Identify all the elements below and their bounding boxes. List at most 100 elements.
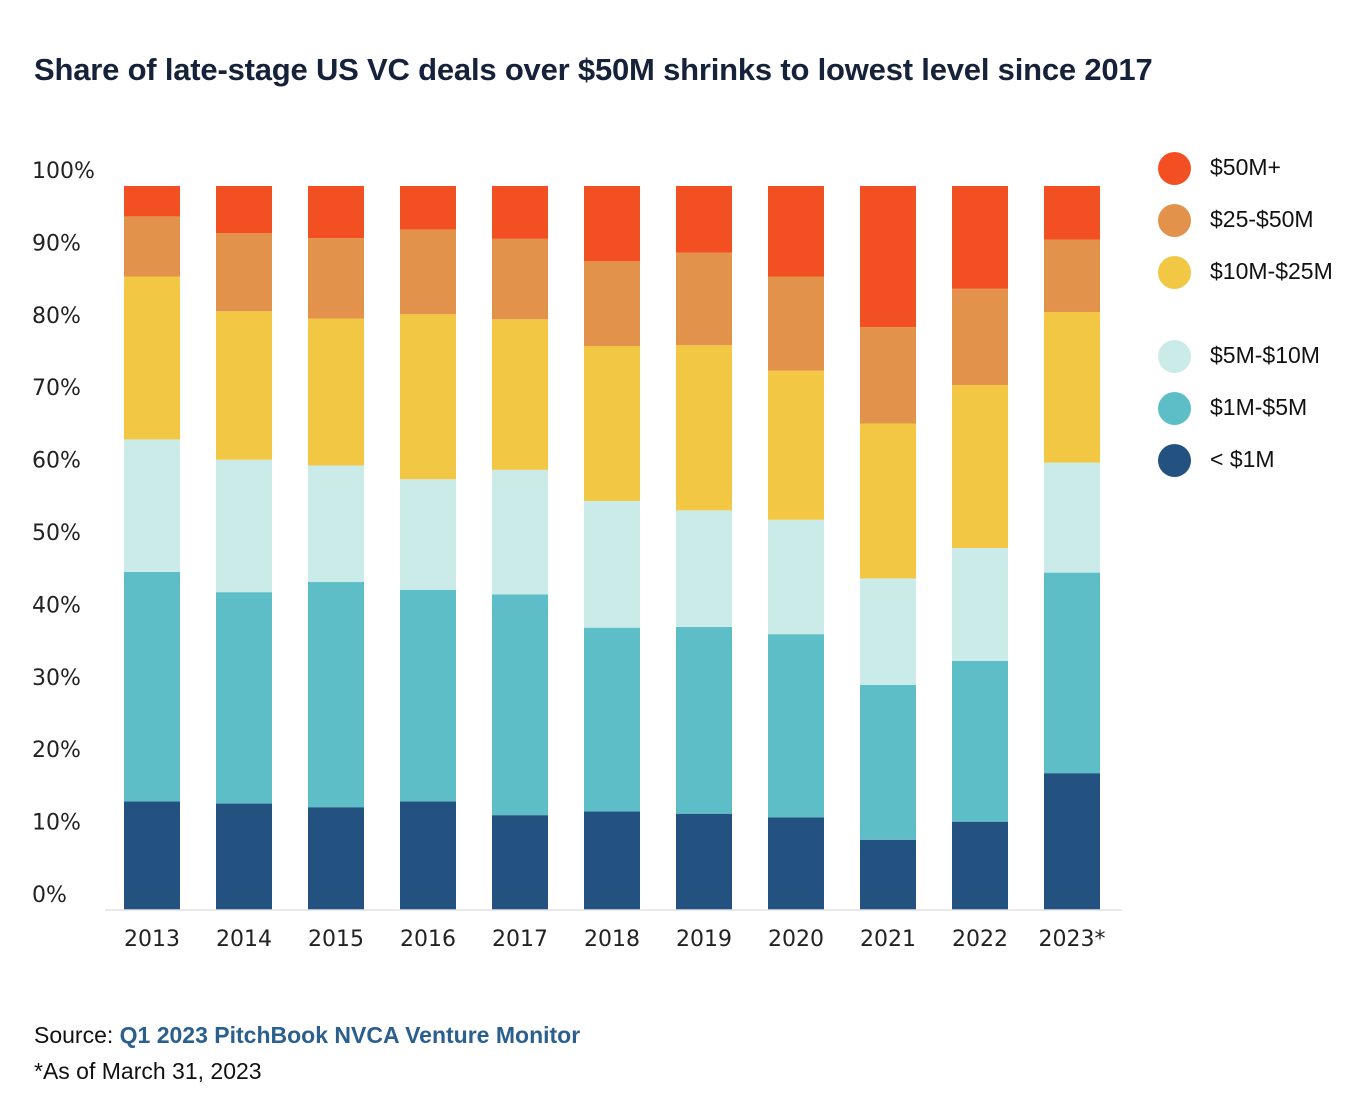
legend-item-5-10m[interactable]: $5M-$10M — [1158, 340, 1340, 373]
bar-segment[interactable] — [308, 807, 364, 910]
bar-segment[interactable] — [676, 186, 732, 253]
y-tick-label: 30% — [32, 666, 81, 691]
bar-segment[interactable] — [216, 459, 272, 593]
y-tick-label: 20% — [32, 738, 81, 763]
bar-segment[interactable] — [400, 479, 456, 590]
bar-segment[interactable] — [860, 186, 916, 328]
bar-segment[interactable] — [860, 578, 916, 685]
bar-segment[interactable] — [584, 346, 640, 501]
bar-stack[interactable] — [308, 186, 364, 910]
bar-stack[interactable] — [584, 186, 640, 910]
bar-stack[interactable] — [216, 186, 272, 910]
bar-stacks — [124, 186, 1100, 910]
bar-segment[interactable] — [492, 469, 548, 595]
bar-segment[interactable] — [676, 813, 732, 910]
bar-segment[interactable] — [584, 811, 640, 910]
bar-segment[interactable] — [124, 439, 180, 572]
bar-segment[interactable] — [860, 327, 916, 424]
legend-item-25-50m[interactable]: $25-$50M — [1158, 204, 1340, 237]
bar-segment[interactable] — [768, 519, 824, 635]
bar-segment[interactable] — [216, 803, 272, 910]
bar-segment[interactable] — [308, 238, 364, 319]
x-tick-label: 2016 — [400, 927, 456, 952]
bar-segment[interactable] — [308, 318, 364, 466]
legend-swatch — [1158, 444, 1191, 477]
bar-segment[interactable] — [768, 186, 824, 277]
bar-segment[interactable] — [216, 233, 272, 312]
bar-segment[interactable] — [1044, 311, 1100, 463]
bar-segment[interactable] — [400, 229, 456, 315]
bar-stack[interactable] — [492, 186, 548, 910]
bar-segment[interactable] — [1044, 239, 1100, 312]
x-tick-label: 2022 — [952, 927, 1008, 952]
bar-segment[interactable] — [216, 311, 272, 460]
legend-swatch — [1158, 340, 1191, 373]
bar-stack[interactable] — [860, 186, 916, 910]
bar-segment[interactable] — [584, 261, 640, 347]
bar-segment[interactable] — [400, 801, 456, 910]
bar-segment[interactable] — [124, 571, 180, 802]
bar-segment[interactable] — [584, 500, 640, 628]
bar-segment[interactable] — [492, 594, 548, 816]
bar-segment[interactable] — [952, 821, 1008, 910]
bar-segment[interactable] — [308, 465, 364, 583]
bar-stack[interactable] — [952, 186, 1008, 910]
x-tick-label: 2019 — [676, 927, 732, 952]
bar-segment[interactable] — [124, 186, 180, 217]
bar-segment[interactable] — [492, 238, 548, 320]
legend-item-1-5m[interactable]: $1M-$5M — [1158, 392, 1340, 425]
bar-segment[interactable] — [952, 660, 1008, 822]
y-tick-label: 10% — [32, 811, 81, 836]
bar-segment[interactable] — [308, 582, 364, 808]
x-tick-label: 2018 — [584, 927, 640, 952]
bar-segment[interactable] — [400, 589, 456, 802]
bar-segment[interactable] — [768, 370, 824, 520]
bar-segment[interactable] — [952, 385, 1008, 548]
bar-segment[interactable] — [952, 288, 1008, 386]
bar-segment[interactable] — [584, 627, 640, 812]
bar-stack[interactable] — [1044, 186, 1100, 910]
bar-segment[interactable] — [584, 186, 640, 262]
legend-item-10-25m[interactable]: $10M-$25M — [1158, 256, 1333, 289]
bar-segment[interactable] — [1044, 462, 1100, 573]
bar-segment[interactable] — [860, 423, 916, 579]
bar-segment[interactable] — [124, 801, 180, 910]
x-tick-label: 2013 — [124, 927, 180, 952]
bar-stack[interactable] — [124, 186, 180, 910]
bar-segment[interactable] — [124, 216, 180, 277]
bar-segment[interactable] — [400, 186, 456, 230]
bar-stack[interactable] — [768, 186, 824, 910]
bar-segment[interactable] — [492, 815, 548, 910]
bar-segment[interactable] — [676, 510, 732, 627]
y-tick-label: 60% — [32, 449, 81, 474]
bar-segment[interactable] — [952, 186, 1008, 289]
bar-segment[interactable] — [860, 684, 916, 840]
bar-segment[interactable] — [676, 345, 732, 511]
bar-segment[interactable] — [952, 548, 1008, 661]
bar-segment[interactable] — [492, 186, 548, 239]
bar-segment[interactable] — [768, 634, 824, 818]
bar-segment[interactable] — [124, 276, 180, 440]
bar-segment[interactable] — [216, 592, 272, 804]
bar-segment[interactable] — [860, 839, 916, 910]
legend-item-50m-plus[interactable]: $50M+ — [1158, 152, 1340, 185]
bar-segment[interactable] — [492, 319, 548, 470]
x-axis: 2013 2014 2015 2016 2017 2018 2019 2020 2021 2022… — [124, 927, 1106, 952]
legend-item-under-1m[interactable]: < $1M — [1158, 444, 1340, 477]
bar-stack[interactable] — [676, 186, 732, 910]
legend-label: < $1M — [1210, 446, 1275, 472]
bar-segment[interactable] — [768, 276, 824, 371]
source-link[interactable]: Q1 2023 PitchBook NVCA Venture Monitor — [119, 1022, 581, 1048]
bar-segment[interactable] — [400, 314, 456, 480]
bar-segment[interactable] — [1044, 186, 1100, 240]
bar-stack[interactable] — [400, 186, 456, 910]
bar-segment[interactable] — [1044, 773, 1100, 910]
bar-segment[interactable] — [308, 186, 364, 239]
bar-segment[interactable] — [676, 626, 732, 814]
bar-segment[interactable] — [676, 252, 732, 346]
x-tick-label: 2023* — [1039, 927, 1106, 952]
bar-segment[interactable] — [768, 817, 824, 910]
legend-label: $10M-$25M — [1210, 258, 1333, 284]
bar-segment[interactable] — [216, 186, 272, 234]
bar-segment[interactable] — [1044, 572, 1100, 774]
